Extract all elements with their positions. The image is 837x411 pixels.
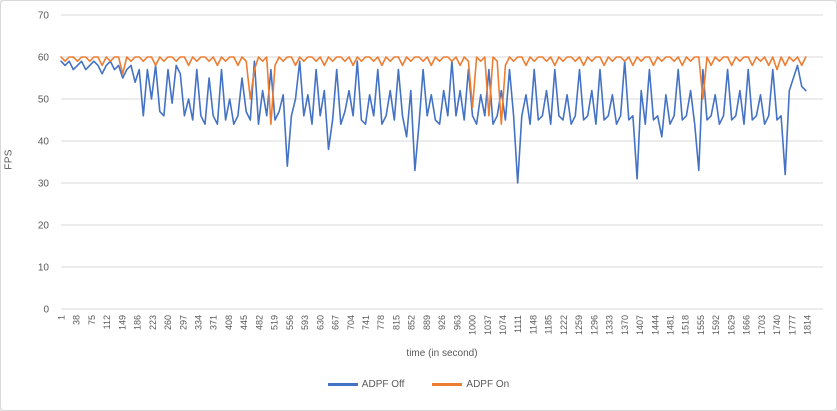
- x-tick-label: 1333: [605, 315, 615, 335]
- x-tick-label: 889: [422, 315, 432, 330]
- x-tick-label: 1740: [772, 315, 782, 335]
- x-tick-label: 408: [224, 315, 234, 330]
- y-tick-label: 10: [38, 263, 50, 274]
- series-line-adpf-off[interactable]: [60, 60, 807, 184]
- x-tick-label: 297: [178, 315, 188, 330]
- x-tick-label: 1444: [650, 315, 660, 335]
- legend-swatch: [432, 383, 463, 386]
- legend-label: ADPF On: [466, 379, 510, 390]
- x-tick-label: 1074: [498, 315, 508, 335]
- x-tick-label: 1555: [696, 315, 706, 335]
- x-tick-label: 1518: [681, 315, 691, 335]
- x-tick-label: 704: [346, 315, 356, 330]
- x-tick-label: 778: [376, 315, 386, 330]
- x-tick-label: 1296: [589, 315, 599, 335]
- x-tick-label: 482: [254, 315, 264, 330]
- y-axis-title: FPS: [3, 149, 15, 170]
- x-tick-label: 334: [194, 315, 204, 330]
- x-tick-label: 519: [270, 315, 280, 330]
- x-tick-label: 260: [163, 315, 173, 330]
- x-tick-label: 38: [72, 315, 82, 325]
- legend-item-adpf-on[interactable]: ADPF On: [432, 379, 509, 390]
- legend: ADPF Off ADPF On: [1, 379, 836, 390]
- y-tick-label: 20: [38, 221, 50, 232]
- x-tick-label: 630: [315, 315, 325, 330]
- x-tick-label: 741: [361, 315, 371, 330]
- x-tick-label: 556: [285, 315, 295, 330]
- x-tick-label: 1703: [757, 315, 767, 335]
- x-tick-label: 186: [133, 315, 143, 330]
- x-tick-label: 593: [300, 315, 310, 330]
- x-tick-label: 1407: [635, 315, 645, 335]
- x-tick-label: 815: [391, 315, 401, 330]
- x-tick-label: 445: [239, 315, 249, 330]
- y-tick-label: 30: [38, 179, 50, 190]
- x-tick-label: 1111: [513, 315, 523, 333]
- y-tick-label: 70: [38, 11, 50, 22]
- x-axis-title: time (in second): [406, 348, 478, 359]
- x-tick-label: 149: [117, 315, 127, 330]
- x-tick-label: 1222: [559, 315, 569, 335]
- x-tick-label: 963: [452, 315, 462, 330]
- x-tick-label: 1592: [711, 315, 721, 335]
- x-tick-label: 223: [148, 315, 158, 330]
- x-tick-label: 1185: [544, 315, 554, 334]
- legend-swatch: [327, 383, 358, 386]
- legend-label: ADPF Off: [361, 379, 405, 390]
- x-tick-label: 75: [87, 315, 97, 325]
- y-tick-label: 0: [43, 305, 49, 316]
- series-line-adpf-on[interactable]: [60, 56, 807, 125]
- x-tick-label: 1000: [468, 315, 478, 335]
- x-tick-label: 1: [57, 315, 67, 320]
- y-tick-label: 60: [38, 53, 50, 64]
- x-tick-label: 1814: [803, 315, 813, 335]
- x-tick-label: 852: [407, 315, 417, 330]
- x-tick-label: 1148: [528, 315, 538, 334]
- x-tick-label: 112: [102, 315, 112, 329]
- y-tick-label: 50: [38, 95, 50, 106]
- x-tick-label: 926: [437, 315, 447, 330]
- y-tick-label: 40: [38, 137, 50, 148]
- x-tick-label: 1259: [574, 315, 584, 335]
- x-tick-label: 667: [331, 315, 341, 330]
- x-tick-label: 1370: [620, 315, 630, 335]
- x-tick-label: 371: [209, 315, 219, 330]
- x-tick-label: 1037: [483, 315, 493, 335]
- x-tick-label: 1777: [787, 315, 797, 335]
- legend-item-adpf-off[interactable]: ADPF Off: [327, 379, 405, 390]
- x-tick-label: 1629: [726, 315, 736, 335]
- x-tick-label: 1481: [665, 315, 675, 335]
- x-tick-label: 1666: [742, 315, 752, 335]
